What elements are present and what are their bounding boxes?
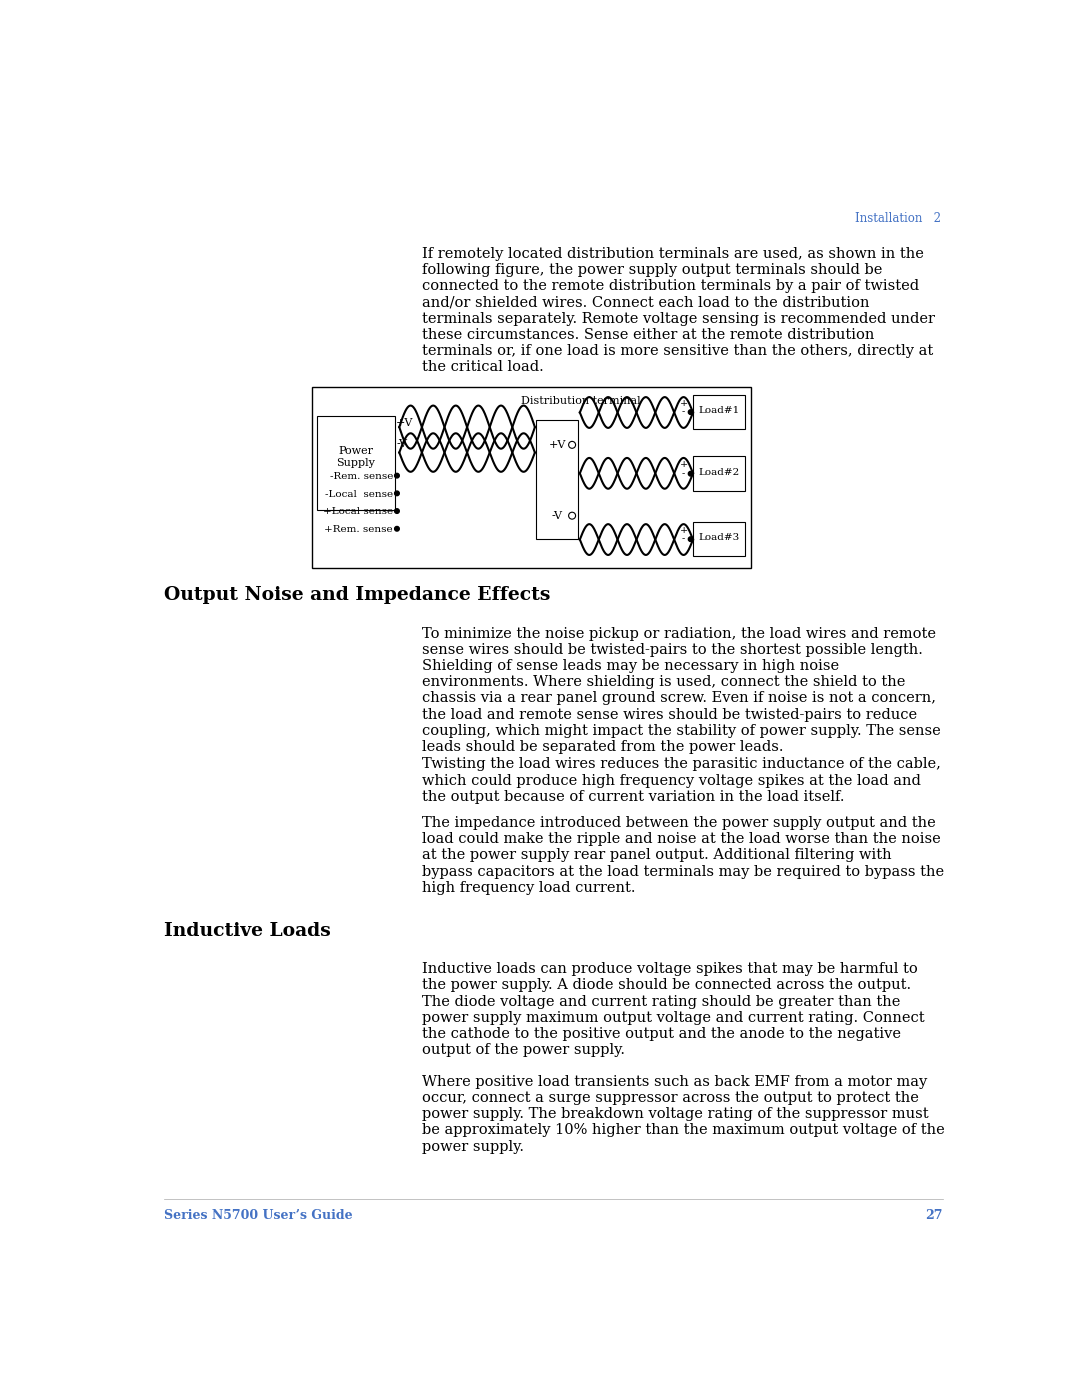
Bar	[312, 387, 751, 569]
Text: +: +	[679, 398, 688, 408]
Circle shape	[568, 441, 576, 448]
Text: Power
Supply: Power Supply	[337, 446, 376, 468]
Text: -V: -V	[552, 511, 563, 521]
Text: Where positive load transients such as back EMF from a motor may
occur, connect : Where positive load transients such as b…	[422, 1074, 945, 1154]
Text: -: -	[683, 469, 686, 478]
Text: Distribution terminal: Distribution terminal	[521, 397, 640, 407]
Text: Load#3: Load#3	[699, 534, 740, 542]
Circle shape	[568, 513, 576, 520]
Text: Inductive Loads: Inductive Loads	[164, 922, 332, 940]
Bar	[693, 395, 745, 429]
Bar	[693, 457, 745, 490]
Text: -Local  sense: -Local sense	[325, 489, 393, 499]
Text: 27: 27	[926, 1208, 943, 1222]
Text: Load#1: Load#1	[699, 407, 740, 415]
Text: Inductive loads can produce voltage spikes that may be harmful to
the power supp: Inductive loads can produce voltage spik…	[422, 963, 924, 1058]
Text: +Local sense: +Local sense	[323, 507, 393, 517]
Circle shape	[394, 509, 400, 513]
Bar	[693, 522, 745, 556]
Text: +Rem. sense: +Rem. sense	[324, 525, 393, 534]
Text: +V: +V	[549, 440, 566, 450]
Text: Output Noise and Impedance Effects: Output Noise and Impedance Effects	[164, 585, 551, 604]
Text: If remotely located distribution terminals are used, as shown in the
following f: If remotely located distribution termina…	[422, 247, 935, 374]
Circle shape	[688, 536, 693, 542]
Circle shape	[688, 409, 693, 415]
Text: -V: -V	[396, 440, 407, 450]
Text: Series N5700 User’s Guide: Series N5700 User’s Guide	[164, 1208, 353, 1222]
Text: To minimize the noise pickup or radiation, the load wires and remote
sense wires: To minimize the noise pickup or radiatio…	[422, 627, 941, 754]
Text: +: +	[679, 525, 688, 535]
Text: +V: +V	[396, 418, 414, 427]
Text: The impedance introduced between the power supply output and the
load could make: The impedance introduced between the pow…	[422, 816, 944, 895]
Text: +: +	[679, 460, 688, 469]
Text: -: -	[683, 407, 686, 416]
Bar	[537, 420, 578, 539]
Circle shape	[394, 490, 400, 496]
Text: Load#2: Load#2	[699, 468, 740, 476]
Text: Installation   2: Installation 2	[855, 212, 941, 225]
Text: -Rem. sense: -Rem. sense	[329, 472, 393, 481]
Text: -: -	[683, 534, 686, 543]
Circle shape	[394, 527, 400, 531]
Bar	[318, 415, 394, 510]
Circle shape	[394, 474, 400, 478]
Circle shape	[688, 471, 693, 476]
Text: Twisting the load wires reduces the parasitic inductance of the cable,
which cou: Twisting the load wires reduces the para…	[422, 757, 941, 803]
